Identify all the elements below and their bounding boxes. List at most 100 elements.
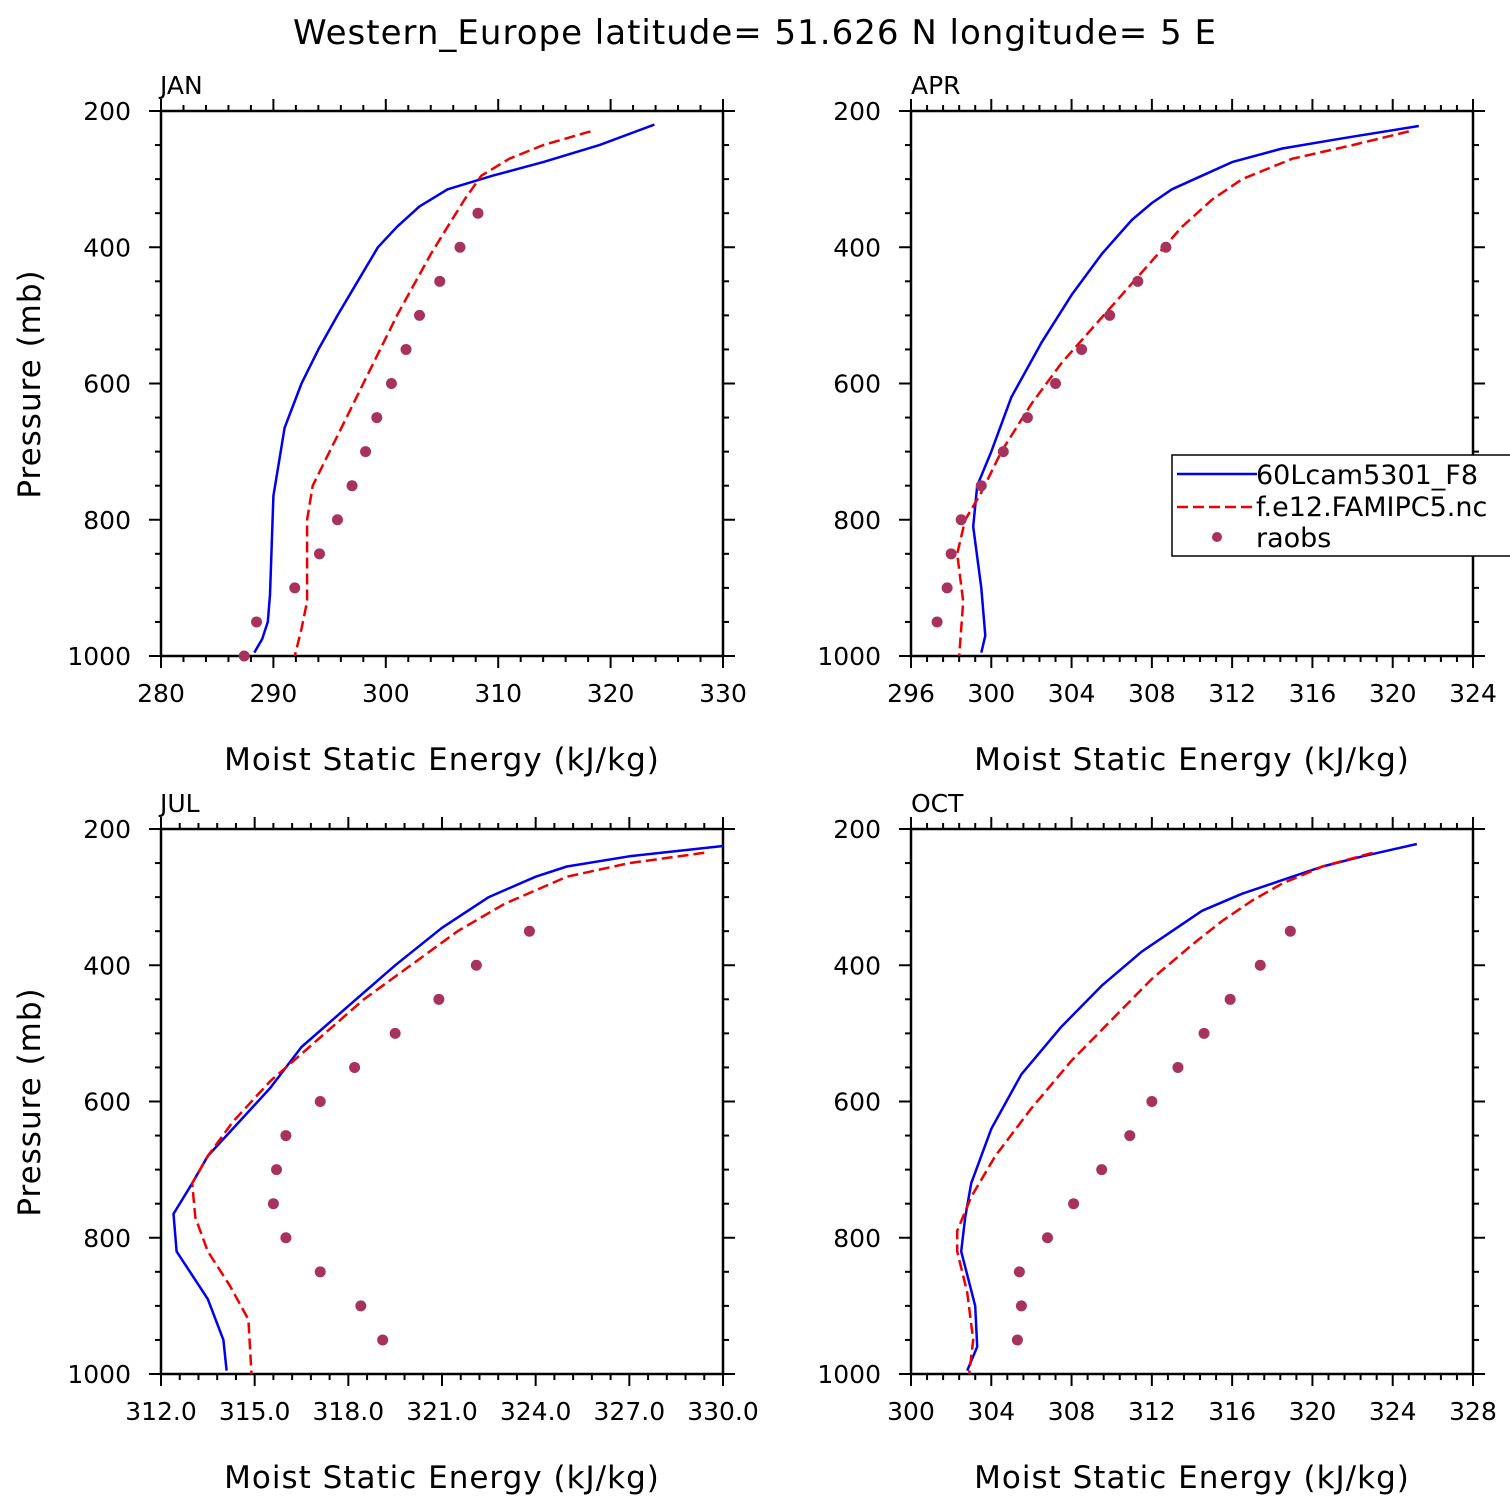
series-line-60lcam5301: [959, 842, 1418, 1372]
x-tick-label: 312: [1128, 1397, 1176, 1426]
x-tick-label: 324.0: [500, 1397, 572, 1426]
series-line-60lcam5301: [172, 844, 724, 1371]
x-tick-label: 300: [362, 679, 410, 708]
x-tick-label: 308: [1048, 1397, 1096, 1426]
raobs-point: [1132, 275, 1144, 287]
y-axis-label: Pressure (mb): [12, 987, 48, 1216]
raobs-point: [314, 1096, 326, 1107]
panel-title: JUL: [158, 789, 200, 818]
y-tick-label: 600: [83, 1088, 131, 1117]
raobs-point: [389, 1027, 401, 1039]
x-tick-label: 316: [1208, 1397, 1256, 1426]
y-tick-label: 400: [833, 951, 881, 980]
raobs-point: [251, 616, 263, 628]
x-tick-label: 320: [1369, 679, 1417, 708]
raobs-point: [931, 616, 943, 628]
raobs-point: [454, 241, 466, 253]
y-tick-label: 600: [833, 370, 881, 399]
plot-frame: [909, 827, 1475, 1376]
y-tick-label: 800: [833, 1224, 881, 1253]
legend: 60Lcam5301_F8 f.e12.FAMIPC5.nc raobs: [1171, 454, 1510, 557]
y-axis-label: Pressure (mb): [12, 269, 48, 498]
raobs-point: [385, 378, 397, 389]
raobs-point: [1021, 412, 1033, 424]
series-line-famipc5: [955, 851, 1373, 1375]
y-tick-label: 1000: [67, 1360, 131, 1389]
y-tick-label: 200: [833, 97, 881, 126]
y-tick-label: 400: [83, 233, 131, 262]
raobs-point: [346, 480, 358, 492]
raobs-point: [331, 514, 343, 526]
x-tick-label: 324: [1369, 1397, 1417, 1426]
x-tick-label: 304: [1048, 679, 1096, 708]
raobs-point: [349, 1061, 361, 1073]
raobs-point: [1160, 241, 1172, 253]
raobs-point: [472, 207, 484, 219]
x-tick-label: 320: [1289, 1397, 1337, 1426]
legend-label: f.e12.FAMIPC5.nc: [1256, 492, 1487, 523]
series-line-60lcam5301: [971, 124, 1419, 653]
y-tick-label: 800: [83, 506, 131, 535]
y-tick-label: 1000: [817, 1360, 881, 1389]
raobs-point: [1254, 959, 1266, 971]
raobs-point: [1198, 1027, 1210, 1039]
x-tick-label: 300: [967, 679, 1015, 708]
raobs-point: [280, 1232, 292, 1244]
raobs-point: [400, 343, 412, 355]
y-tick-label: 200: [833, 815, 881, 844]
raobs-point: [1076, 343, 1088, 355]
raobs-point: [1041, 1232, 1053, 1244]
y-tick-label: 600: [83, 370, 131, 399]
x-tick-label: 328: [1449, 1397, 1497, 1426]
raobs-point: [1015, 1300, 1027, 1312]
panel-apr: APR Moist Static Energy (kJ/kg) 296 300 30…: [817, 71, 1496, 778]
raobs-point: [975, 480, 987, 492]
y-tick-label: 400: [833, 233, 881, 262]
panel-title: JAN: [158, 71, 203, 100]
raobs-point: [267, 1198, 279, 1210]
series-line-famipc5: [293, 130, 591, 657]
series-line-60lcam5301: [253, 123, 655, 654]
figure-title: Western_Europe latitude= 51.626 N longit…: [293, 13, 1217, 53]
x-tick-label: 312.0: [125, 1397, 197, 1426]
raobs-point: [238, 650, 250, 662]
raobs-point: [1068, 1198, 1080, 1210]
x-tick-label: 312: [1208, 679, 1256, 708]
x-tick-label: 324: [1449, 679, 1497, 708]
raobs-point: [1013, 1266, 1025, 1278]
x-tick-label: 316: [1289, 679, 1337, 708]
raobs-point: [955, 514, 967, 526]
raobs-point: [1104, 309, 1116, 321]
raobs-point: [289, 582, 301, 594]
y-tick-label: 200: [83, 97, 131, 126]
raobs-point: [997, 446, 1009, 458]
raobs-point: [313, 548, 325, 560]
raobs-point: [377, 1334, 389, 1346]
x-tick-label: 290: [250, 679, 298, 708]
plot-frame: [909, 109, 1475, 658]
raobs-point: [1172, 1061, 1184, 1073]
raobs-point: [1050, 378, 1062, 389]
x-tick-label: 296: [887, 679, 935, 708]
legend-label: raobs: [1256, 523, 1331, 554]
x-axis-label: Moist Static Energy (kJ/kg): [224, 742, 660, 778]
x-tick-label: 300: [887, 1397, 935, 1426]
x-tick-label: 304: [967, 1397, 1015, 1426]
y-tick-label: 800: [83, 1224, 131, 1253]
x-axis-label: Moist Static Energy (kJ/kg): [224, 1460, 660, 1496]
raobs-point: [941, 582, 953, 594]
raobs-point: [434, 275, 446, 287]
panel-oct: OCT Moist Static Energy (kJ/kg) 300 304 30…: [817, 789, 1496, 1496]
x-tick-label: 308: [1128, 679, 1176, 708]
x-tick-label: 320: [587, 679, 635, 708]
raobs-point: [433, 993, 445, 1005]
x-tick-label: 330: [699, 679, 747, 708]
y-tick-label: 600: [833, 1088, 881, 1117]
series-line-famipc5: [955, 130, 1410, 657]
raobs-point: [1096, 1164, 1108, 1176]
y-tick-label: 800: [833, 506, 881, 535]
raobs-point: [280, 1130, 292, 1142]
panel-jan: JAN Moist Static Energy (kJ/kg) Pressure…: [12, 71, 747, 778]
series-line-famipc5: [190, 851, 705, 1375]
